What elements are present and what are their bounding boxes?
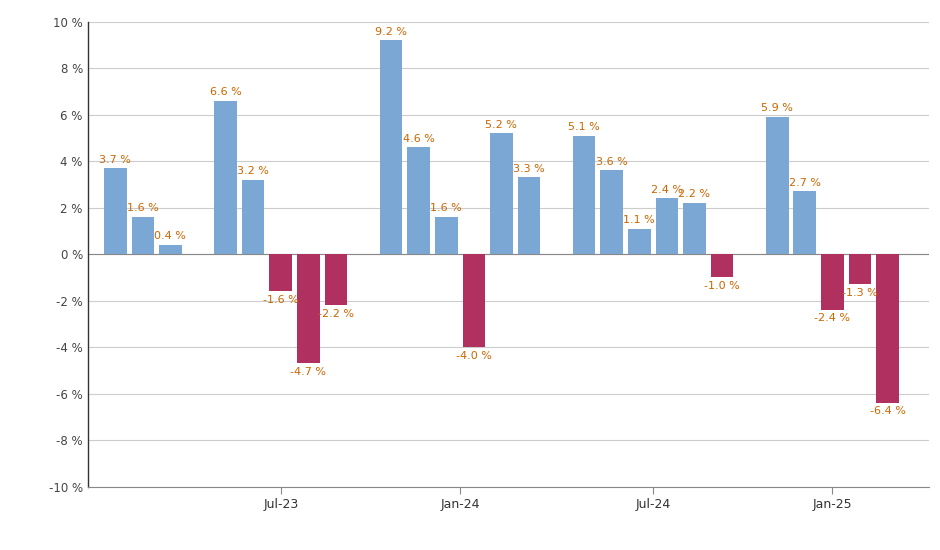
Text: 1.1 %: 1.1 % bbox=[623, 215, 655, 225]
Bar bbox=[711, 254, 733, 277]
Bar bbox=[849, 254, 871, 284]
Text: -4.0 %: -4.0 % bbox=[456, 350, 492, 361]
Text: 5.2 %: 5.2 % bbox=[485, 120, 517, 130]
Bar bbox=[104, 168, 127, 254]
Bar bbox=[518, 178, 540, 254]
Bar bbox=[628, 228, 650, 254]
Bar bbox=[821, 254, 844, 310]
Text: 4.6 %: 4.6 % bbox=[402, 134, 434, 144]
Text: 3.3 %: 3.3 % bbox=[513, 164, 545, 174]
Bar bbox=[766, 117, 789, 254]
Bar bbox=[159, 245, 181, 254]
Bar bbox=[462, 254, 485, 347]
Bar bbox=[793, 191, 816, 254]
Text: 5.1 %: 5.1 % bbox=[569, 122, 600, 132]
Bar bbox=[242, 180, 264, 254]
Text: 0.4 %: 0.4 % bbox=[154, 232, 186, 241]
Bar bbox=[214, 101, 237, 254]
Text: -1.6 %: -1.6 % bbox=[263, 295, 299, 305]
Text: 1.6 %: 1.6 % bbox=[431, 204, 462, 213]
Bar bbox=[270, 254, 292, 292]
Text: 5.9 %: 5.9 % bbox=[761, 103, 793, 113]
Text: -2.4 %: -2.4 % bbox=[814, 314, 851, 323]
Text: 3.6 %: 3.6 % bbox=[596, 157, 628, 167]
Bar bbox=[380, 40, 402, 254]
Bar bbox=[490, 133, 512, 254]
Text: 2.7 %: 2.7 % bbox=[789, 178, 821, 188]
Bar bbox=[435, 217, 458, 254]
Text: -1.3 %: -1.3 % bbox=[842, 288, 878, 298]
Bar bbox=[655, 199, 678, 254]
Text: -2.2 %: -2.2 % bbox=[318, 309, 354, 319]
Bar bbox=[572, 135, 595, 254]
Bar bbox=[324, 254, 347, 305]
Text: -6.4 %: -6.4 % bbox=[870, 406, 905, 416]
Bar bbox=[601, 170, 623, 254]
Text: 3.7 %: 3.7 % bbox=[100, 155, 132, 164]
Bar bbox=[876, 254, 899, 403]
Text: -4.7 %: -4.7 % bbox=[290, 367, 326, 377]
Bar bbox=[297, 254, 320, 364]
Text: 2.4 %: 2.4 % bbox=[650, 185, 682, 195]
Bar bbox=[132, 217, 154, 254]
Bar bbox=[683, 203, 706, 254]
Text: 6.6 %: 6.6 % bbox=[210, 87, 242, 97]
Text: 1.6 %: 1.6 % bbox=[127, 204, 159, 213]
Text: -1.0 %: -1.0 % bbox=[704, 281, 740, 291]
Text: 3.2 %: 3.2 % bbox=[237, 166, 269, 176]
Text: 9.2 %: 9.2 % bbox=[375, 27, 407, 37]
Bar bbox=[407, 147, 430, 254]
Text: 2.2 %: 2.2 % bbox=[679, 189, 711, 200]
